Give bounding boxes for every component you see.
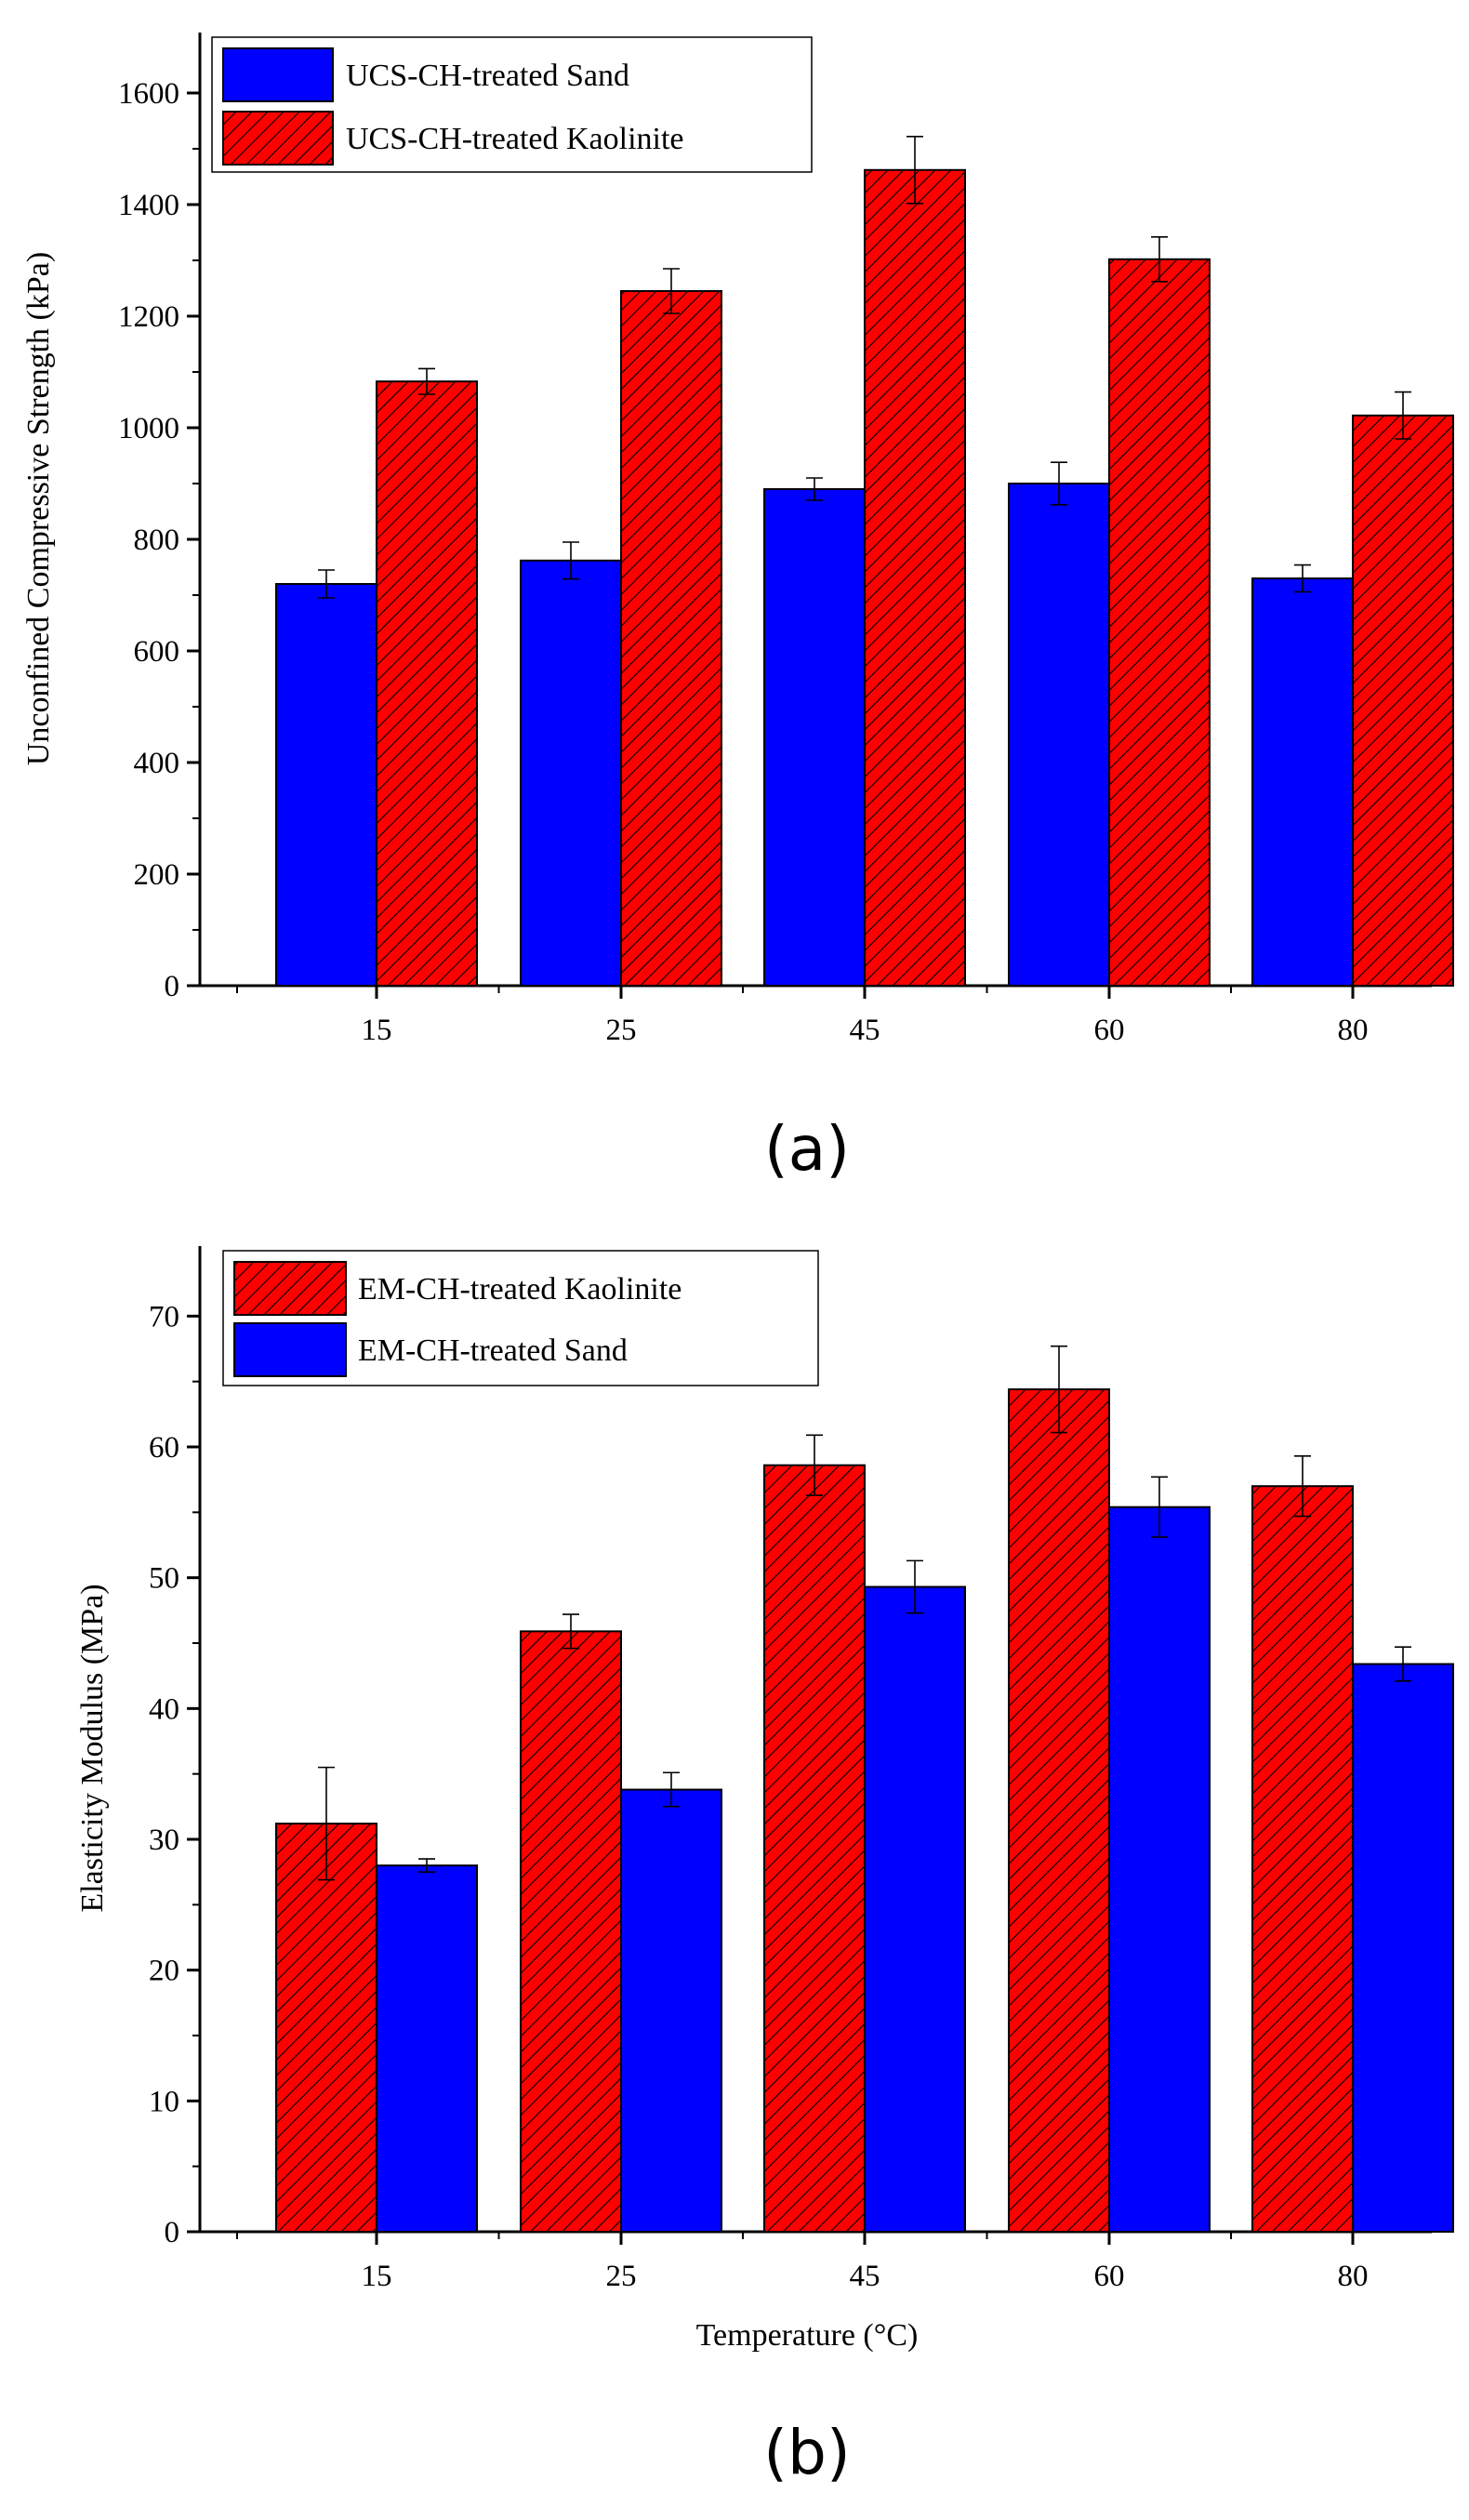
x-tick-label: 60 (1094, 1014, 1125, 1047)
bar-sand-80 (1352, 1663, 1454, 2234)
y-ticks-b: 0 10 20 30 40 50 60 70 (149, 1300, 200, 2249)
y-tick-label: 1200 (118, 300, 179, 334)
legend-label-kaolinite-b: EM-CH-treated Kaolinite (358, 1272, 682, 1306)
y-tick-label: 10 (149, 2085, 179, 2118)
y-tick-label: 70 (149, 1300, 179, 1333)
chart-b: 0 10 20 30 40 50 60 70 15 25 45 60 80 Elasticity Mo… (75, 1246, 1454, 2488)
bar-kaolinite-15 (376, 380, 478, 987)
bar-kaolinite-80 (1251, 1485, 1354, 2233)
y-axis-title-a: Unconfined Compressive Strength (kPa) (21, 252, 56, 765)
x-tick-label: 25 (606, 1014, 637, 1047)
x-tick-label: 15 (362, 1014, 392, 1047)
y-tick-label: 1600 (118, 77, 179, 111)
legend-swatch-sand-b (233, 1322, 347, 1377)
y-tick-label: 0 (165, 970, 180, 1003)
bar-kaolinite-80 (1352, 414, 1454, 987)
bar-sand-60 (1108, 1505, 1211, 2233)
y-tick-label: 0 (165, 2216, 180, 2249)
bar-sand-25 (620, 1788, 722, 2233)
x-axis-title-b: Temperature (°C) (696, 2318, 919, 2353)
y-ticks-a: 0 200 400 600 800 1000 1200 1400 1600 (118, 77, 200, 1003)
y-tick-label: 600 (134, 635, 180, 669)
y-tick-label: 20 (149, 1955, 179, 1988)
bar-kaolinite-45 (864, 168, 966, 988)
bars-a (275, 168, 1454, 988)
x-tick-label: 80 (1338, 2260, 1369, 2293)
chart-a: 0 200 400 600 800 1000 1200 1400 1600 15 25 45 60 80… (21, 33, 1454, 1185)
x-tick-label: 80 (1338, 1014, 1369, 1047)
y-tick-label: 400 (134, 747, 180, 780)
bar-kaolinite-60 (1108, 258, 1211, 987)
legend-swatch-kaolinite-b (233, 1261, 347, 1316)
bar-kaolinite-25 (620, 290, 722, 987)
y-tick-label: 1400 (118, 189, 179, 222)
panel-label-a: (a) (764, 1113, 850, 1185)
legend-b: EM-CH-treated Kaolinite EM-CH-treated Sa… (222, 1250, 819, 1386)
bar-sand-25 (520, 559, 622, 987)
y-tick-label: 60 (149, 1431, 179, 1465)
bar-sand-80 (1251, 577, 1354, 987)
bar-sand-45 (864, 1585, 966, 2233)
legend-swatch-kaolinite-a (222, 111, 334, 166)
x-tick-label: 45 (850, 1014, 880, 1047)
y-tick-label: 800 (134, 524, 180, 557)
bar-kaolinite-25 (520, 1630, 622, 2233)
error-bars-b (318, 1345, 1411, 1881)
x-tick-label: 45 (850, 2260, 880, 2293)
y-tick-label: 200 (134, 858, 180, 892)
panel-label-b: (b) (763, 2417, 850, 2488)
bar-kaolinite-45 (763, 1464, 866, 2233)
x-ticks-b: 15 25 45 60 80 (236, 2232, 1369, 2293)
legend-label-kaolinite-a: UCS-CH-treated Kaolinite (346, 122, 684, 156)
y-tick-label: 40 (149, 1692, 179, 1726)
y-tick-label: 1000 (118, 412, 179, 445)
legend-label-sand-a: UCS-CH-treated Sand (346, 59, 629, 93)
bar-sand-45 (763, 488, 866, 987)
bar-sand-15 (376, 1864, 478, 2233)
x-ticks-a: 15 25 45 60 80 (236, 986, 1369, 1047)
bar-sand-60 (1008, 483, 1110, 987)
error-bars-a (318, 136, 1411, 599)
y-tick-label: 30 (149, 1824, 179, 1857)
y-axis-title-b: Elasticity Modulus (MPa) (75, 1584, 110, 1912)
bar-kaolinite-60 (1008, 1388, 1110, 2233)
legend-a: UCS-CH-treated Sand UCS-CH-treated Kaoli… (211, 36, 813, 173)
legend-label-sand-b: EM-CH-treated Sand (358, 1333, 628, 1368)
legend-swatch-sand-a (222, 47, 334, 102)
x-tick-label: 15 (362, 2260, 392, 2293)
bar-kaolinite-15 (275, 1823, 377, 2233)
y-tick-label: 50 (149, 1562, 179, 1596)
bar-sand-15 (275, 583, 377, 987)
bars-b (275, 1388, 1454, 2234)
x-tick-label: 60 (1094, 2260, 1125, 2293)
x-tick-label: 25 (606, 2260, 637, 2293)
